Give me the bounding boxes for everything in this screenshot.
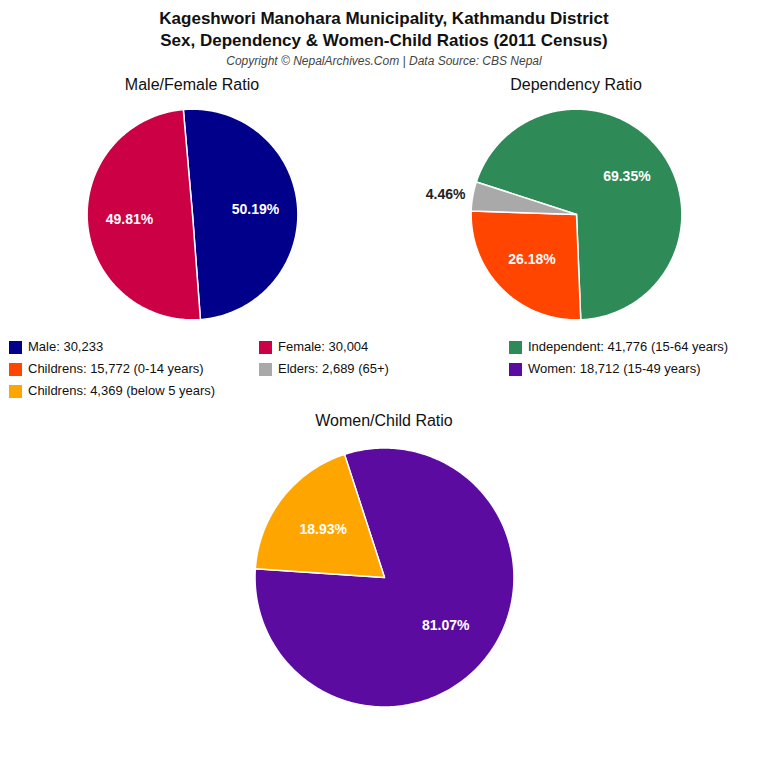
html-text:Elders: 2,689 (65+): Elders: 2,689 (65+) (278, 361, 389, 376)
svg-text:81.07%: 81.07% (422, 617, 470, 633)
html-text:Female: 30,004: Female: 30,004 (278, 339, 369, 354)
svg-text:26.18%: 26.18% (508, 251, 556, 267)
html-text:Independent: 41,776 (15-64 yea: Independent: 41,776 (15-64 years) (528, 339, 729, 354)
svg-text:49.81%: 49.81% (106, 211, 154, 227)
svg-text:69.35%: 69.35% (603, 168, 651, 184)
svg-text:18.93%: 18.93% (299, 521, 347, 537)
html-text:Women: 18,712 (15-49 years): Women: 18,712 (15-49 years) (528, 361, 701, 376)
html-text:Copyright © NepalArchives.Com: Copyright © NepalArchives.Com | Data Sou… (226, 54, 542, 68)
html-text:Male/Female Ratio: Male/Female Ratio (124, 76, 260, 93)
html-text:Women/Child Ratio: Women/Child Ratio (315, 412, 453, 429)
html-text:Childrens: 15,772 (0-14 years): Childrens: 15,772 (0-14 years) (28, 361, 204, 376)
svg-text:4.46%: 4.46% (426, 186, 466, 202)
html-text:Sex, Dependency & Women-Child: Sex, Dependency & Women-Child Ratios (20… (160, 31, 608, 50)
html-text:Kageshwori Manohara Municipali: Kageshwori Manohara Municipality, Kathma… (159, 9, 609, 28)
html-text:Childrens: 4,369 (below 5 year: Childrens: 4,369 (below 5 years) (28, 383, 216, 398)
html-text:Dependency Ratio: Dependency Ratio (510, 76, 642, 93)
svg-text:50.19%: 50.19% (232, 201, 280, 217)
html-text:Male: 30,233: Male: 30,233 (28, 339, 104, 354)
